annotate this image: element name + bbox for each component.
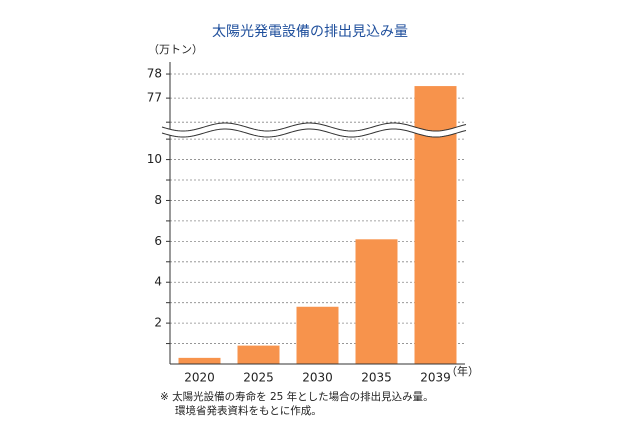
axis-break-line	[161, 128, 467, 138]
axis-break	[162, 123, 466, 137]
bar	[355, 239, 398, 364]
x-axis-label: （年）	[446, 364, 479, 378]
y-tick-label: 8	[154, 193, 162, 207]
y-tick-label: 78	[147, 67, 162, 81]
bar	[178, 357, 221, 364]
bar	[237, 345, 280, 364]
y-tick-label: 10	[147, 152, 162, 166]
note: 環境省発表資料をもとに作成。	[175, 404, 322, 417]
y-tick-label: 6	[154, 234, 162, 248]
y-tick-label: 77	[147, 91, 162, 105]
x-tick-label: 2039	[420, 371, 451, 385]
x-tick-label: 2020	[184, 371, 215, 385]
x-tick-label: 2030	[302, 371, 333, 385]
note: ※ 太陽光設備の寿命を 25 年とした場合の排出見込み量。	[160, 390, 434, 403]
y-axis-label: （万トン）	[148, 43, 203, 56]
axis-break-line	[161, 122, 467, 132]
x-tick-label: 2035	[361, 371, 392, 385]
bar	[296, 306, 339, 364]
x-tick-label: 2025	[243, 371, 274, 385]
chart-title: 太陽光発電設備の排出見込み量	[212, 24, 408, 40]
bar	[414, 86, 457, 365]
y-tick-label: 2	[154, 316, 162, 330]
y-tick-label: 4	[154, 275, 162, 289]
